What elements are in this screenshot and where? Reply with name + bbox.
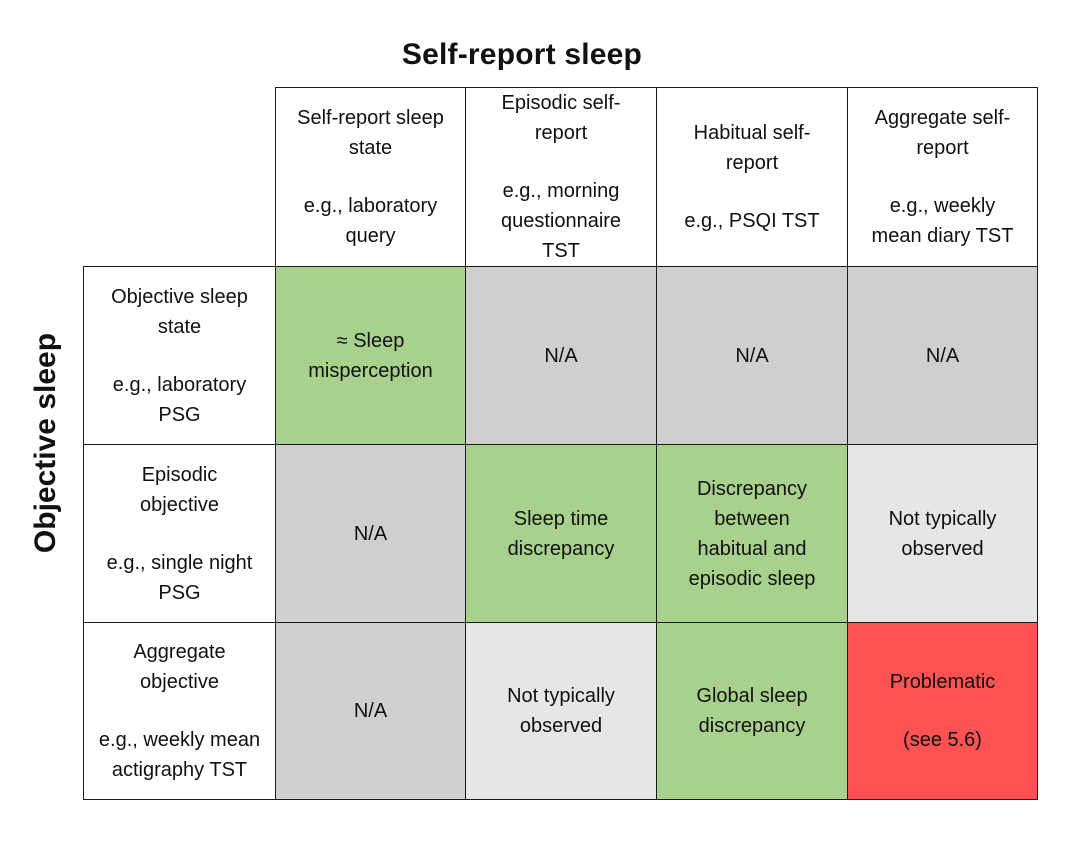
row-example: e.g., single night PSG: [106, 551, 253, 604]
self-report-sleep-title: Self-report sleep: [401, 38, 643, 71]
cell-habitual-episodic-discrepancy: Discrepancy between habitual and episodi…: [656, 444, 848, 623]
row-header-episodic: Episodic objective e.g., single night PS…: [83, 444, 276, 623]
column-header-sleep-state: Self-report sleep state e.g., laboratory…: [275, 87, 466, 267]
cell-not-typically-observed: Not typically observed: [465, 622, 657, 800]
cell-text: Not typically observed: [888, 507, 997, 560]
row-header-aggregate: Aggregate objective e.g., weekly mean ac…: [83, 622, 276, 800]
row-header-sleep-state: Objective sleep state e.g., laboratory P…: [83, 266, 276, 445]
cell-text: Discrepancy between habitual and episodi…: [688, 477, 816, 590]
column-example: e.g., morning questionnaire TST: [500, 180, 622, 262]
cell-not-applicable: N/A: [847, 266, 1038, 445]
cell-text: N/A: [544, 344, 578, 367]
cell-not-applicable: N/A: [275, 444, 466, 623]
column-example: e.g., laboratory query: [303, 195, 438, 247]
column-label: Episodic self-report: [501, 92, 621, 144]
cell-not-typically-observed: Not typically observed: [847, 444, 1038, 623]
column-example: e.g., PSQI TST: [684, 210, 820, 232]
cell-text: ≈ Sleep misperception: [308, 329, 433, 382]
cell-text: N/A: [353, 522, 388, 545]
objective-sleep-title: Objective sleep: [29, 332, 62, 554]
column-label: Self-report sleep state: [297, 107, 444, 159]
cell-text: N/A: [735, 344, 769, 367]
column-header-aggregate: Aggregate self-report e.g., weekly mean …: [847, 87, 1038, 267]
cell-text: N/A: [353, 700, 388, 722]
cell-problematic: Problematic (see 5.6): [847, 622, 1038, 800]
cell-text: N/A: [925, 344, 960, 367]
row-example: e.g., weekly mean actigraphy TST: [98, 729, 261, 781]
column-label: Habitual self-report: [693, 122, 811, 174]
row-label: Aggregate objective: [133, 641, 226, 693]
row-label: Objective sleep state: [111, 285, 248, 338]
cell-sleep-misperception: ≈ Sleep misperception: [275, 266, 466, 445]
cell-not-applicable: N/A: [275, 622, 466, 800]
column-header-episodic: Episodic self-report e.g., morning quest…: [465, 87, 657, 267]
column-label: Aggregate self-report: [874, 107, 1011, 159]
cell-text: Global sleep discrepancy: [696, 685, 808, 737]
cell-not-applicable: N/A: [465, 266, 657, 445]
row-label: Episodic objective: [140, 463, 219, 516]
cell-text: Sleep time discrepancy: [507, 507, 615, 560]
column-example: e.g., weekly mean diary TST: [871, 195, 1014, 247]
cell-note: (see 5.6): [903, 729, 982, 751]
cell-global-sleep-discrepancy: Global sleep discrepancy: [656, 622, 848, 800]
cell-not-applicable: N/A: [656, 266, 848, 445]
cell-sleep-time-discrepancy: Sleep time discrepancy: [465, 444, 657, 623]
column-header-habitual: Habitual self-report e.g., PSQI TST: [656, 87, 848, 267]
cell-text: Problematic: [889, 671, 996, 693]
row-example: e.g., laboratory PSG: [112, 373, 247, 426]
cell-text: Not typically observed: [507, 685, 615, 737]
